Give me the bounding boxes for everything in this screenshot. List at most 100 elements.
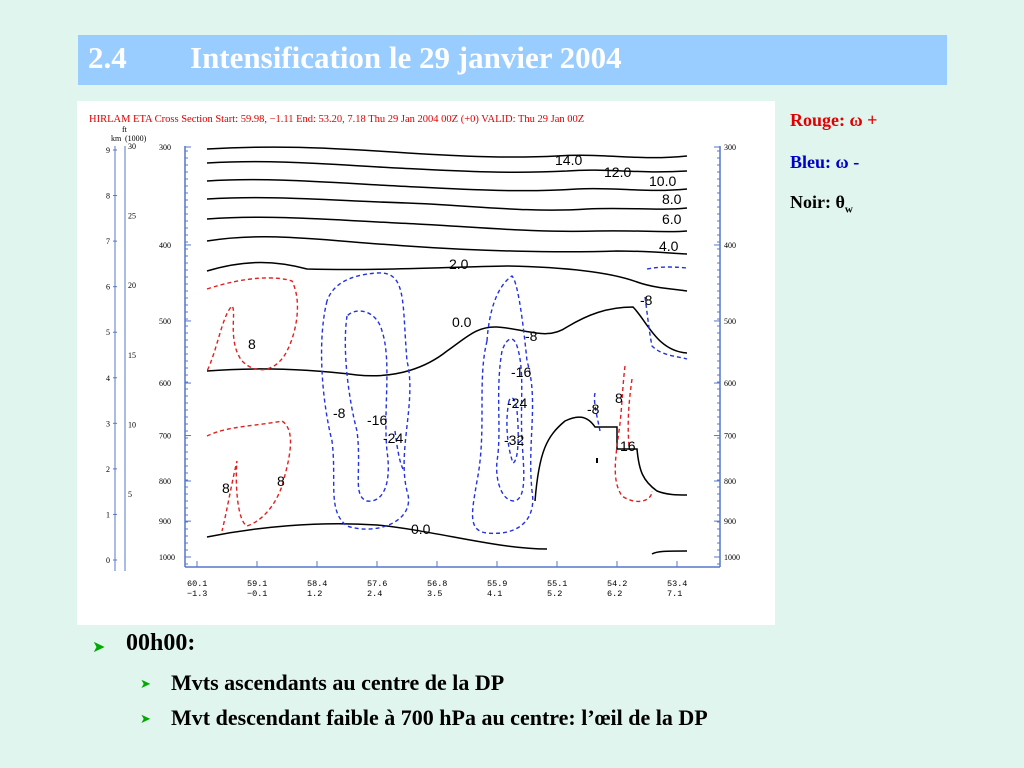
- km-tick-label: 7: [106, 237, 110, 246]
- omega-plus-right-inner: [627, 378, 633, 447]
- theta-line-6: [206, 216, 688, 233]
- pressure-tick-label: 700: [159, 432, 171, 441]
- omega-minus-center-inner: [506, 397, 519, 464]
- km-tick-label: 8: [106, 192, 110, 201]
- theta-line-0-fragment: [651, 550, 688, 555]
- theta-line-10: [206, 178, 688, 192]
- omega-symbol: ω: [835, 152, 849, 172]
- theta-label: 4.0: [659, 238, 679, 254]
- omega-minus-label: -32: [504, 432, 524, 448]
- latlon-tick-labels: 60.1−1.3 59.1−0.1 58.41.2 57.62.4 56.83.5 55.…: [187, 561, 687, 599]
- theta-subscript: w: [844, 203, 853, 216]
- lon-tick-label: −1.3: [187, 589, 207, 599]
- omega-plus-label: 8: [615, 390, 623, 406]
- km-tick-label: 9: [106, 146, 110, 155]
- slide-title: Intensification le 29 janvier 2004: [190, 40, 622, 75]
- km-tick-label: 2: [106, 465, 110, 474]
- theta-label: 0.0: [452, 314, 472, 330]
- omega-minus-label: -8: [587, 401, 600, 417]
- theta-contours: [206, 146, 688, 555]
- pressure-tick-label: 300: [724, 143, 736, 152]
- section-number: 2.4: [88, 40, 127, 75]
- lon-tick-label: −0.1: [247, 589, 267, 599]
- legend-blue-sign: -: [848, 152, 860, 172]
- omega-minus-label: -16: [367, 412, 387, 428]
- omega-plus-label: 8: [248, 336, 256, 352]
- omega-minus-label: -8: [640, 292, 653, 308]
- pressure-tick-label: 700: [724, 432, 736, 441]
- ft-tick-label: 10: [128, 420, 136, 429]
- pressure-tick-label: 400: [159, 241, 171, 250]
- omega-plus-right-outer: [614, 365, 653, 503]
- ft-tick-label: 30: [128, 142, 136, 151]
- ft-tick-label: 5: [128, 490, 132, 499]
- theta-label: 2.0: [449, 256, 469, 272]
- figure-header: HIRLAM ETA Cross Section Start: 59.98, −…: [89, 114, 584, 125]
- legend-red: Rouge: ω +: [790, 110, 877, 131]
- pressure-tick-labels: 300 300 400 400 500 500 600 600 700 700 800 800 900 9…: [159, 143, 740, 565]
- omega-minus-left-mid: [344, 310, 389, 502]
- bullet-sub-2: Mvt descendant faible à 700 hPa au centr…: [171, 705, 708, 730]
- omega-minus-center-mid: [495, 338, 525, 502]
- omega-minus-label: -24: [383, 430, 403, 446]
- bullet-arrow-icon: ➤: [140, 711, 151, 726]
- lat-tick-label: 57.6: [367, 579, 387, 589]
- theta-line-4: [206, 235, 688, 255]
- bullet-arrow-icon: ➤: [140, 676, 151, 691]
- theta-label: 6.0: [662, 211, 682, 227]
- ft-unit-label: ft: [122, 125, 128, 134]
- lon-tick-label: 6.2: [607, 589, 622, 599]
- omega-minus-center-outer: [471, 275, 534, 535]
- omega-minus-label: -16: [511, 364, 531, 380]
- ft-tick-labels: 30 25 20 15 10 5: [128, 142, 136, 499]
- cross-section-plot: HIRLAM ETA Cross Section Start: 59.98, −…: [89, 114, 740, 599]
- lon-tick-label: 2.4: [367, 589, 382, 599]
- omega-plus-upper-left: [206, 277, 299, 372]
- omega-negative-contours: [320, 266, 688, 535]
- pressure-tick-label: 1000: [159, 553, 175, 562]
- km-tick-label: 5: [106, 328, 110, 337]
- plot-frame: 300 300 400 400 500 500 600 600 700 700 800 800 900 9…: [159, 143, 740, 599]
- lat-tick-label: 59.1: [247, 579, 267, 589]
- km-tick-label: 3: [106, 419, 110, 428]
- theta-label: 14.0: [555, 152, 582, 168]
- omega-minus-left-inner: [394, 430, 404, 470]
- ft-scale-label: (1000): [125, 134, 147, 143]
- km-tick-label: 1: [106, 510, 110, 519]
- omega-plus-label: 16: [620, 438, 636, 454]
- omega-minus-right-small: [593, 392, 601, 432]
- pressure-tick-label: 600: [159, 379, 171, 388]
- theta-label: 8.0: [662, 191, 682, 207]
- theta-label: 0.0: [411, 521, 431, 537]
- legend-black: Noir: θw: [790, 192, 853, 216]
- bullet-main: 00h00:: [126, 630, 196, 656]
- small-mark: [596, 458, 598, 463]
- ft-tick-label: 15: [128, 351, 136, 360]
- legend-blue-label: Bleu:: [790, 152, 836, 172]
- km-tick-labels: 9 8 7 6 5 4 3 2 1 0: [106, 146, 117, 565]
- ft-tick-label: 25: [128, 212, 136, 221]
- legend-blue: Bleu: ω -: [790, 152, 859, 173]
- omega-minus-label: -8: [525, 328, 538, 344]
- omega-minus-label: -8: [333, 405, 346, 421]
- omega-positive-contours: [206, 277, 653, 532]
- lon-tick-label: 7.1: [667, 589, 682, 599]
- pressure-tick-label: 1000: [724, 553, 740, 562]
- pressure-tick-label: 800: [724, 477, 736, 486]
- lat-tick-label: 55.9: [487, 579, 507, 589]
- theta-line-12: [206, 160, 688, 173]
- legend-red-sign: +: [862, 110, 878, 130]
- lon-tick-label: 4.1: [487, 589, 502, 599]
- omega-minus-label: -24: [507, 395, 527, 411]
- km-unit-label: km: [111, 134, 122, 143]
- omega-minus-right-top: [646, 266, 688, 270]
- pressure-tick-label: 300: [159, 143, 171, 152]
- ft-tick-label: 20: [128, 281, 136, 290]
- contour-labels: 14.0 12.0 10.0 8.0 6.0 4.0 2.0 0.0 0.0 8…: [222, 152, 682, 537]
- pressure-tick-label: 500: [159, 317, 171, 326]
- lat-tick-label: 55.1: [547, 579, 567, 589]
- theta-line-8: [206, 196, 688, 211]
- theta-line-14: [206, 146, 688, 159]
- lat-tick-label: 60.1: [187, 579, 207, 589]
